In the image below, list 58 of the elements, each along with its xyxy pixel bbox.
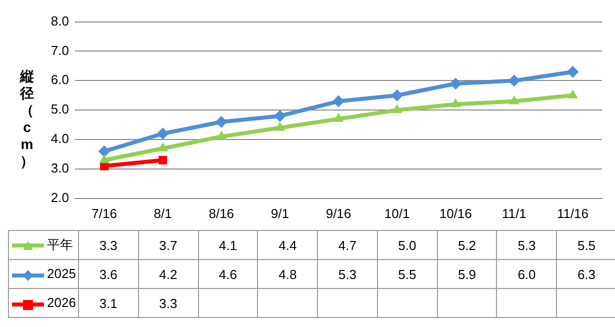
point: [333, 112, 344, 122]
data-label: 5.3: [318, 260, 378, 288]
point: [508, 95, 520, 104]
x-tick-label: 8/1: [154, 206, 172, 221]
point: [508, 74, 520, 87]
point: [215, 116, 228, 128]
x-tick-label: 7/16: [92, 206, 117, 221]
point: [450, 78, 462, 90]
legend-label: 2026: [47, 295, 76, 310]
point: [156, 128, 169, 140]
point: [158, 142, 168, 152]
point: [274, 122, 286, 131]
data-label: 3.1: [78, 288, 138, 318]
data-label: 4.6: [198, 260, 258, 288]
point: [566, 66, 579, 78]
x-tick-label: 11/16: [556, 206, 589, 221]
y-tick-label: 4.0: [50, 131, 69, 146]
data-label: 4.1: [198, 230, 258, 260]
x-tick-label: 8/16: [208, 206, 234, 221]
data-label: 4.7: [318, 230, 378, 260]
point: [392, 104, 402, 114]
legend-label: 2025: [47, 266, 76, 282]
data-label: 3.6: [78, 260, 138, 288]
data-label: 5.5: [377, 260, 438, 288]
data-label: 4.8: [258, 260, 318, 288]
x-tick-label: 9/1: [270, 206, 289, 221]
data-label: 4.2: [138, 260, 198, 288]
y-tick-label: 8.0: [50, 13, 69, 28]
x-tick-label: 10/16: [439, 206, 472, 221]
y-tick-label: 2.0: [50, 190, 69, 205]
point: [568, 89, 578, 98]
data-label: 4.4: [258, 230, 318, 260]
data-label: 5.2: [437, 230, 497, 260]
y-tick-label: 7.0: [50, 42, 69, 58]
data-label: 5.0: [377, 230, 438, 260]
data-label: 6.0: [496, 260, 557, 288]
point: [158, 156, 168, 164]
point: [450, 98, 461, 108]
y-tick-label: 6.0: [50, 72, 69, 88]
data-label: 5.3: [496, 230, 557, 260]
data-label: 3.7: [138, 230, 198, 260]
point: [99, 154, 110, 164]
data-label: 5.9: [437, 260, 497, 288]
legend-label: 平年: [47, 237, 73, 252]
point: [391, 89, 404, 102]
data-label: 5.5: [556, 230, 615, 260]
x-tick-label: 11/1: [502, 206, 526, 221]
y-tick-label: 3.0: [50, 160, 69, 176]
data-label: 6.3: [556, 260, 615, 288]
x-tick-label: 9/16: [326, 206, 352, 221]
point: [98, 145, 110, 158]
data-label: 3.3: [78, 230, 138, 260]
x-tick-label: 10/1: [384, 206, 410, 221]
data-label: 3.3: [138, 288, 198, 318]
y-axis-title: 縦径（cm）: [18, 68, 35, 170]
y-tick-label: 5.0: [50, 102, 69, 117]
point: [332, 95, 344, 108]
point: [216, 130, 227, 140]
